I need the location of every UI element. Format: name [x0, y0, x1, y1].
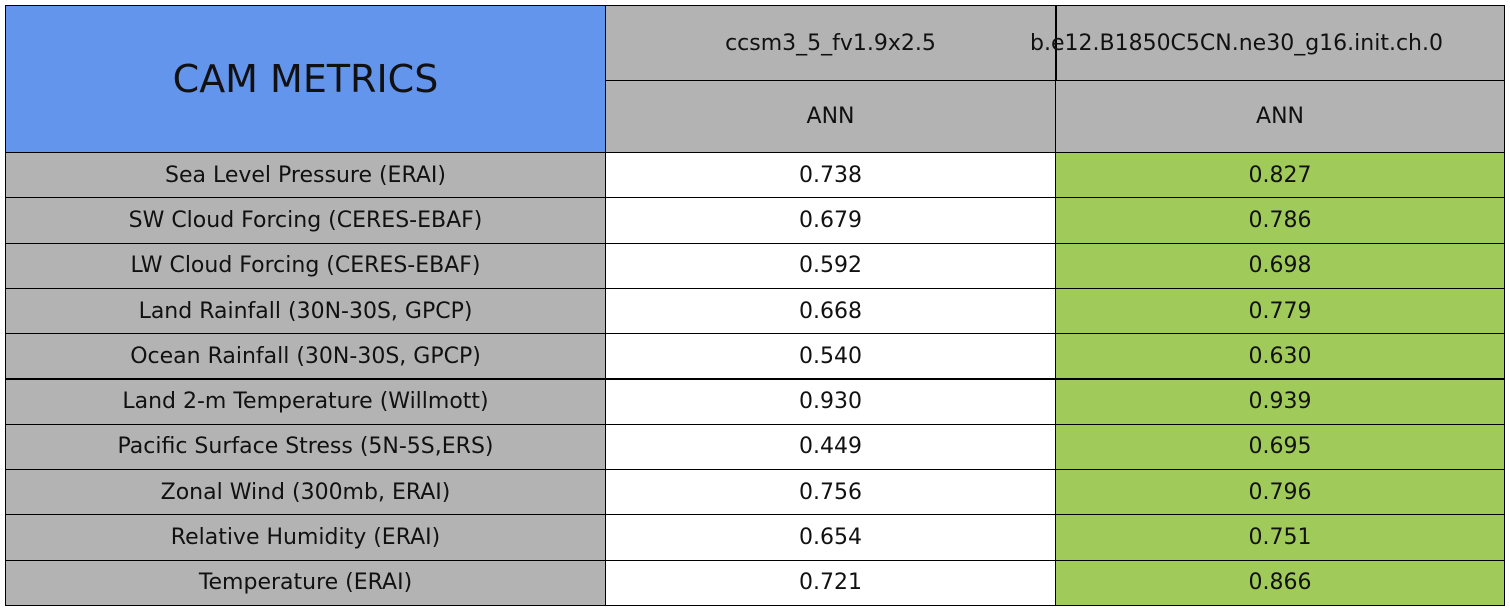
value-cell: 0.779 — [1055, 287, 1505, 335]
metric-cell: Land 2-m Temperature (Willmott) — [5, 378, 606, 425]
value-cell: 0.756 — [605, 469, 1056, 516]
period-cell: ANN — [605, 80, 1056, 153]
metric-value: 0.930 — [799, 389, 862, 415]
value-cell: 0.930 — [605, 378, 1056, 425]
metric-value: 0.668 — [799, 298, 862, 324]
metric-value: 0.679 — [799, 207, 862, 233]
metric-value: 0.866 — [1248, 570, 1312, 596]
period-cell: ANN — [1055, 80, 1505, 153]
value-cell: 0.668 — [605, 287, 1056, 335]
metric-cell: Ocean Rainfall (30N-30S, GPCP) — [5, 333, 606, 380]
value-cell: 0.592 — [605, 242, 1056, 289]
column-name-cell: ccsm3_5_fv1.9x2.5 — [605, 5, 1056, 81]
metric-value: 0.756 — [799, 479, 862, 505]
value-cell: 0.721 — [605, 559, 1056, 606]
metric-name: Relative Humidity (ERAI) — [170, 525, 441, 551]
metric-name: Temperature (ERAI) — [198, 570, 413, 596]
metric-name: LW Cloud Forcing (CERES-EBAF) — [130, 253, 481, 279]
metric-value: 0.786 — [1248, 207, 1312, 233]
value-cell: 0.939 — [1055, 378, 1505, 425]
metric-cell: SW Cloud Forcing (CERES-EBAF) — [5, 197, 606, 244]
metric-cell: Relative Humidity (ERAI) — [5, 514, 606, 561]
metric-name: Zonal Wind (300mb, ERAI) — [160, 479, 451, 505]
value-cell: 0.866 — [1055, 559, 1505, 606]
value-cell: 0.679 — [605, 197, 1056, 244]
metric-value: 0.779 — [1248, 298, 1312, 324]
column-name: b.e12.B1850C5CN.ne30_g16.init.ch.0 — [1030, 30, 1443, 56]
metric-value: 0.939 — [1248, 389, 1312, 415]
value-cell: 0.751 — [1055, 514, 1505, 561]
value-cell: 0.654 — [605, 514, 1056, 561]
metric-value: 0.630 — [1248, 343, 1312, 369]
metric-value: 0.540 — [799, 343, 862, 369]
metric-value: 0.592 — [799, 253, 862, 279]
column-name: ccsm3_5_fv1.9x2.5 — [725, 30, 936, 56]
metric-value: 0.721 — [799, 570, 862, 596]
metric-value: 0.695 — [1248, 434, 1312, 460]
metric-cell: Land Rainfall (30N-30S, GPCP) — [5, 287, 606, 335]
title: CAM METRICS — [172, 57, 439, 101]
metric-name: Land 2-m Temperature (Willmott) — [122, 389, 489, 415]
metric-name: Ocean Rainfall (30N-30S, GPCP) — [130, 343, 481, 369]
metric-value: 0.751 — [1248, 525, 1312, 551]
title-cell: CAM METRICS — [5, 5, 606, 153]
value-cell: 0.540 — [605, 333, 1056, 380]
value-cell: 0.698 — [1055, 242, 1505, 289]
column-name-cell — [1055, 5, 1505, 81]
value-cell: 0.695 — [1055, 423, 1505, 471]
metric-cell: Pacific Surface Stress (5N-5S,ERS) — [5, 423, 606, 471]
metric-value: 0.654 — [799, 525, 862, 551]
value-cell: 0.630 — [1055, 333, 1505, 380]
metric-value: 0.827 — [1248, 162, 1312, 188]
value-cell: 0.738 — [605, 152, 1056, 199]
metric-name: Pacific Surface Stress (5N-5S,ERS) — [117, 434, 494, 460]
value-cell: 0.786 — [1055, 197, 1505, 244]
column-name-overflow: b.e12.B1850C5CN.ne30_g16.init.ch.0 — [1030, 5, 1505, 81]
metric-cell: LW Cloud Forcing (CERES-EBAF) — [5, 242, 606, 289]
metric-name: Sea Level Pressure (ERAI) — [165, 162, 446, 188]
metric-value: 0.698 — [1248, 253, 1312, 279]
value-cell: 0.796 — [1055, 469, 1505, 516]
metric-cell: Zonal Wind (300mb, ERAI) — [5, 469, 606, 516]
metric-name: SW Cloud Forcing (CERES-EBAF) — [128, 207, 483, 233]
metric-name: Land Rainfall (30N-30S, GPCP) — [138, 298, 473, 324]
metric-value: 0.796 — [1248, 479, 1312, 505]
period: ANN — [1256, 104, 1304, 129]
value-cell: 0.449 — [605, 423, 1056, 471]
metric-value: 0.449 — [799, 434, 862, 460]
metric-cell: Temperature (ERAI) — [5, 559, 606, 606]
metric-value: 0.738 — [799, 162, 862, 188]
metric-cell: Sea Level Pressure (ERAI) — [5, 152, 606, 199]
period: ANN — [806, 104, 855, 129]
value-cell: 0.827 — [1055, 152, 1505, 199]
